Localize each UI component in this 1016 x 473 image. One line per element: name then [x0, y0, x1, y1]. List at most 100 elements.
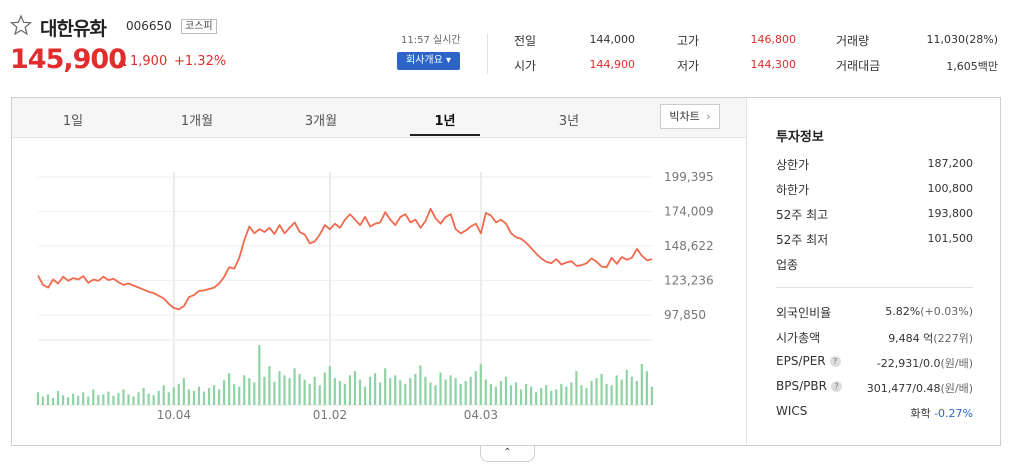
info-label-foreign-ratio: 외국인비율: [776, 306, 832, 320]
summary-label-low: 저가: [677, 59, 700, 73]
market-badge: 코스피: [181, 19, 217, 34]
volume-bar: [615, 375, 618, 405]
info-value-lower-limit: 100,800: [927, 182, 974, 195]
volume-bar: [404, 383, 407, 405]
volume-bar: [248, 378, 251, 405]
volume-bar: [207, 388, 211, 405]
info-label-market-cap: 시가총액: [776, 331, 821, 345]
volume-bar: [439, 372, 442, 405]
volume-bar: [66, 397, 70, 405]
tab-1year[interactable]: 1년: [434, 114, 456, 129]
volume-bar: [212, 385, 216, 405]
volume-bar: [97, 395, 100, 405]
info-value-upper-limit: 187,200: [927, 157, 974, 170]
volume-bar: [545, 385, 548, 405]
volume-bar: [424, 376, 427, 405]
summary-label-prev-close: 전일: [514, 34, 537, 48]
wics-sector: 화학: [910, 407, 931, 420]
big-chart-button[interactable]: 빅차트 ›: [660, 104, 720, 129]
company-overview-button[interactable]: 회사개요 ▾: [397, 52, 460, 70]
volume-bar: [595, 378, 598, 405]
favorite-star-icon[interactable]: [10, 14, 32, 36]
help-icon[interactable]: ?: [830, 381, 842, 392]
chevron-right-icon: ›: [706, 110, 711, 123]
market-cap-rank: (227위): [933, 332, 973, 345]
period-tab-bar: [12, 98, 746, 138]
tab-1day[interactable]: 1일: [62, 114, 84, 129]
collapse-button[interactable]: ⌃: [480, 446, 535, 462]
info-value-foreign-ratio: 5.82%(+0.03%): [860, 305, 973, 318]
volume-bar: [258, 345, 261, 405]
volume-bar: [142, 388, 145, 405]
volume-bar: [172, 387, 175, 405]
price-chart[interactable]: 199,395 174,009 148,622 123,236 97,850 10.04 0…: [12, 140, 746, 445]
volume-bar: [288, 378, 291, 405]
big-chart-label: 빅차트: [669, 110, 700, 123]
volume-bar: [308, 383, 311, 405]
volume-bar: [313, 376, 316, 405]
volume-bar: [384, 368, 387, 405]
price-series-line: [37, 207, 653, 311]
volume-bar: [469, 376, 472, 405]
info-value-wics[interactable]: 화학 -0.27%: [860, 405, 973, 421]
volume-bar: [72, 393, 75, 405]
volume-bar: [328, 366, 331, 405]
volume-bar: [630, 376, 633, 405]
volume-bar: [394, 375, 397, 405]
info-label-upper-limit: 상한가: [776, 158, 810, 172]
volume-bar: [585, 388, 588, 405]
volume-bar: [464, 381, 467, 405]
info-value-bps-pbr: 301,477/0.48(원/배): [860, 380, 973, 396]
summary-value-high: 146,800: [750, 33, 797, 46]
tab-1month[interactable]: 1개월: [180, 114, 214, 129]
volume-bar: [494, 386, 497, 405]
volume-bar: [41, 396, 45, 405]
volume-bar: [177, 383, 180, 405]
volume-bar: [137, 392, 140, 405]
volume-bar: [338, 381, 341, 405]
tab-3year[interactable]: 3년: [558, 114, 580, 129]
volume-bar: [550, 390, 553, 405]
volume-bar: [504, 376, 508, 405]
info-label-52w-high: 52주 최고: [776, 208, 829, 222]
help-icon[interactable]: ?: [829, 356, 841, 367]
price-change: 1,900: [130, 54, 168, 69]
info-value-52w-high: 193,800: [927, 207, 974, 220]
info-value-eps-per: -22,931/0.0(원/배): [860, 355, 973, 371]
volume-bar: [454, 378, 457, 405]
info-value-market-cap: 9,484 억(227위): [860, 330, 973, 346]
volume-bar: [560, 383, 563, 405]
volume-bar: [157, 390, 160, 405]
info-label-lower-limit: 하한가: [776, 183, 810, 197]
eps-per-unit: (원/배): [940, 357, 973, 370]
volume-bar: [107, 391, 110, 405]
volume-bar: [449, 375, 452, 405]
volume-bar: [127, 394, 130, 405]
x-tick-label: 01.02: [313, 408, 347, 422]
volume-bar: [519, 389, 523, 405]
volume-bar: [650, 386, 653, 405]
volume-bar: [298, 373, 301, 405]
summary-label-high: 고가: [677, 34, 700, 48]
foreign-ratio-change: (+0.03%): [920, 305, 973, 318]
volume-bar: [389, 378, 392, 405]
foreign-ratio-value: 5.82%: [885, 305, 921, 318]
volume-bar: [112, 395, 115, 405]
volume-bar: [167, 392, 170, 405]
volume-bar: [278, 371, 281, 405]
volume-bar: [343, 383, 346, 405]
volume-bar: [580, 385, 583, 405]
up-triangle-icon: [117, 58, 127, 66]
volume-bar: [509, 385, 513, 405]
volume-bar: [202, 391, 206, 405]
panel-divider: [746, 98, 747, 445]
summary-value-open: 144,900: [589, 58, 636, 71]
volume-bar: [56, 390, 60, 405]
volume-bar: [368, 376, 372, 405]
tab-3month[interactable]: 3개월: [304, 114, 338, 129]
summary-value-low: 144,300: [750, 58, 797, 71]
y-tick-label: 199,395: [664, 170, 714, 184]
info-label-52w-low: 52주 최저: [776, 233, 829, 247]
market-cap-value: 9,484 억: [888, 332, 934, 345]
eps-per-value: -22,931/0.0: [876, 357, 941, 370]
